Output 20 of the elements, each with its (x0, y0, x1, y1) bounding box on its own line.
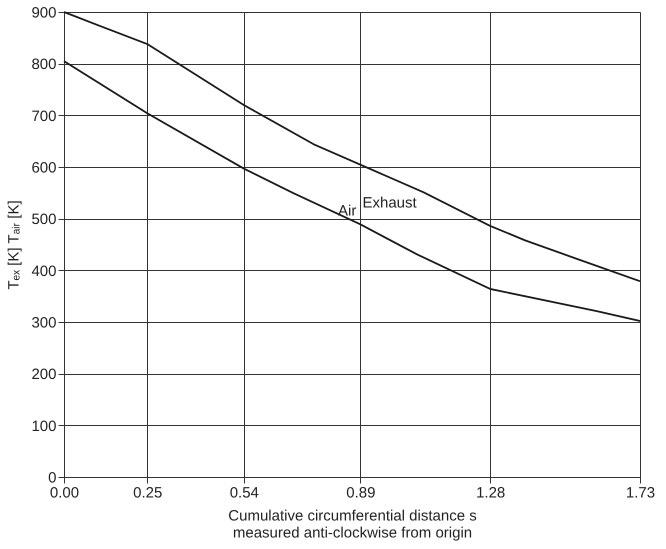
x-tick-label: 0.00 (50, 484, 80, 502)
x-tick-label: 0.54 (230, 484, 259, 502)
y-tick-label: 700 (31, 108, 56, 125)
y-tick-label: 100 (31, 418, 56, 435)
y-tick-label: 0 (48, 470, 56, 486)
y-tick-label: 300 (31, 314, 56, 332)
y-tick-label: 600 (31, 160, 56, 176)
y-axis-title: Tₑₓ [K] Tₐᵢᵣ [K] (5, 200, 22, 290)
series-label: Exhaust (362, 194, 418, 212)
y-tick-label: 500 (31, 211, 56, 228)
y-tick-label: 800 (31, 56, 56, 74)
x-tick-label: 0.89 (346, 484, 376, 502)
y-tick-label: 200 (31, 366, 56, 384)
series-label: Air (338, 202, 356, 220)
x-tick-label: 1.73 (626, 484, 656, 502)
x-tick-label: 1.28 (476, 484, 506, 502)
x-axis-title: Cumulative circumferential distance s measured anti-clockwise from origin (228, 508, 477, 542)
y-tick-label: 900 (31, 4, 56, 22)
x-tick-label: 0.25 (133, 484, 162, 502)
y-tick-label: 400 (31, 262, 56, 280)
